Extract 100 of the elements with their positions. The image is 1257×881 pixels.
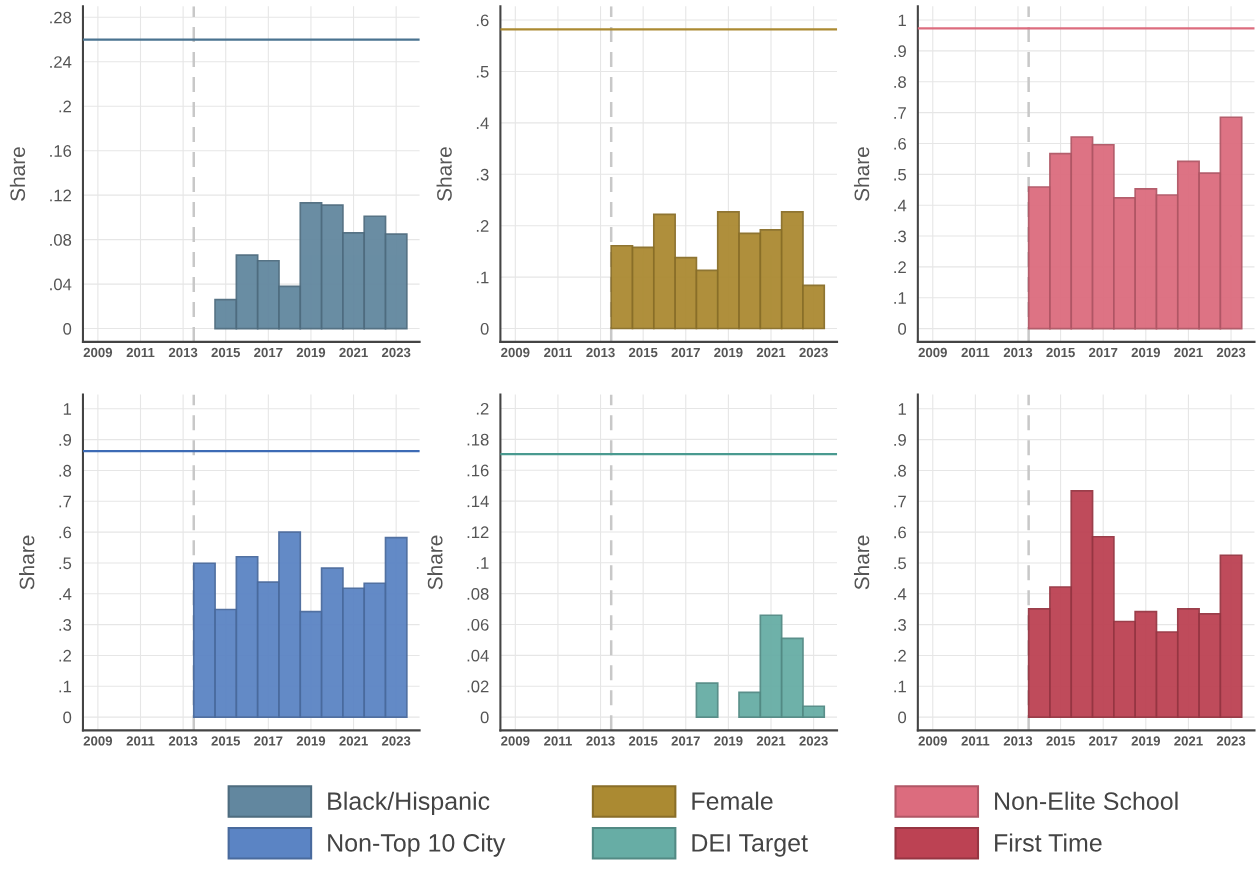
x-tick-label: 2015 [211,736,241,746]
x-tick-label: 2011 [544,347,572,358]
y-tick-label: .3 [59,619,72,631]
y-tick-label: .16 [467,464,489,477]
y-tick-label: .28 [50,11,72,24]
x-tick-label: 2019 [1131,347,1161,358]
y-tick-label: .1 [894,292,906,304]
y-tick-label: .5 [59,557,72,570]
y-axis-title: Share [427,535,443,590]
legend-label: First Time [995,833,1102,852]
x-tick-label: 2013 [1003,736,1033,746]
y-tick-label: .1 [476,271,489,284]
y-tick-label: .2 [894,649,906,662]
y-tick-label: .8 [59,464,72,477]
y-tick-label: .7 [894,107,906,119]
y-tick-label: .1 [476,557,489,569]
x-tick-label: 2021 [756,347,786,358]
y-axis-title: Share [9,147,26,201]
x-tick-label: 2021 [339,347,368,358]
x-tick-label: 2009 [501,347,530,358]
y-tick-label: .3 [476,168,489,181]
legend-label: Non-Elite School [995,791,1178,810]
x-tick-label: 2013 [1003,347,1033,358]
x-tick-label: 2017 [671,347,700,358]
y-tick-label: .4 [476,117,489,129]
y-axis-title: Share [853,535,870,590]
y-tick-label: .08 [50,234,72,246]
x-tick-label: 2021 [1174,736,1203,746]
y-tick-label: .14 [467,495,489,508]
y-tick-label: .9 [59,434,72,446]
x-tick-label: 2021 [1174,347,1203,358]
x-tick-label: 2013 [168,347,198,358]
x-tick-label: 2015 [1046,736,1075,746]
x-tick-label: 2009 [918,736,947,746]
y-tick-label: .2 [476,402,489,415]
y-axis-title: Share [853,147,870,201]
y-tick-label: .8 [894,464,907,477]
x-tick-label: 2019 [296,736,326,746]
y-tick-label: .1 [894,680,906,693]
y-tick-label: 0 [480,711,489,724]
x-tick-label: 2023 [381,347,411,358]
y-tick-label: .5 [476,66,489,78]
y-tick-label: 1 [898,14,906,27]
y-tick-label: 0 [63,711,72,724]
y-tick-label: .18 [467,433,489,446]
x-tick-label: 2019 [714,736,743,746]
x-tick-label: 2015 [628,736,658,746]
y-tick-label: .5 [894,168,907,181]
y-tick-label: 1 [63,403,72,415]
y-tick-label: .6 [59,526,72,539]
x-tick-label: 2015 [628,347,658,358]
y-tick-label: 0 [898,711,907,724]
y-tick-label: .12 [467,526,489,538]
y-tick-label: 0 [480,322,489,335]
x-tick-label: 2023 [381,736,411,746]
y-tick-label: .2 [476,220,489,232]
y-tick-label: .12 [50,189,72,202]
x-tick-label: 2011 [544,736,572,746]
y-tick-label: .6 [894,137,906,150]
legend-label: Black/Hispanic [328,791,490,815]
y-axis-title: Share [19,535,35,590]
x-tick-label: 2019 [296,347,326,358]
x-tick-label: 2009 [918,347,947,358]
x-tick-label: 2017 [1088,347,1118,358]
x-tick-label: 2011 [961,736,990,746]
y-tick-label: .2 [59,649,72,662]
bar [695,682,719,718]
x-tick-label: 2017 [671,736,700,746]
x-tick-label: 2017 [1088,736,1118,746]
y-tick-label: .9 [894,434,906,446]
y-tick-label: .2 [894,261,906,273]
y-tick-label: .6 [476,14,489,27]
y-tick-label: .8 [894,76,907,88]
x-tick-label: 2023 [1216,347,1246,358]
y-tick-label: .16 [50,145,72,157]
y-tick-label: 0 [63,322,72,335]
x-tick-label: 2023 [799,347,828,358]
x-tick-label: 2019 [714,347,743,358]
y-tick-label: .5 [894,557,907,570]
y-tick-label: .08 [467,588,489,600]
x-tick-label: 2023 [799,736,828,746]
y-tick-label: .24 [50,56,72,68]
x-tick-label: 2011 [961,347,990,358]
y-tick-label: .1 [59,680,72,693]
y-tick-label: .3 [894,619,906,631]
legend-label: DEI Target [692,834,808,857]
y-tick-label: .4 [894,588,907,600]
x-tick-label: 2021 [756,736,786,746]
x-tick-label: 2009 [83,347,113,358]
legend-label: Non-Top 10 City [328,833,506,857]
y-tick-label: .4 [59,588,72,600]
y-tick-label: .04 [467,649,489,662]
y-tick-label: .4 [894,199,907,212]
y-tick-label: .06 [467,618,489,631]
y-tick-label: .02 [467,680,489,693]
y-tick-label: .2 [59,100,72,113]
x-tick-label: 2009 [83,736,113,746]
x-tick-label: 2011 [126,347,155,358]
x-tick-label: 2013 [586,736,615,746]
y-tick-label: .9 [894,45,906,58]
